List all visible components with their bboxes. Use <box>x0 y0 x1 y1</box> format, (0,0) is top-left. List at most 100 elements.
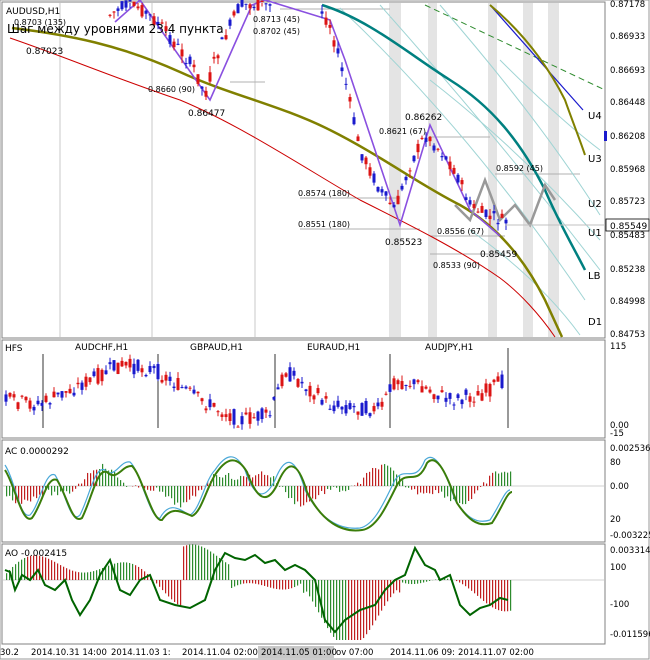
ao-bar <box>354 580 356 640</box>
ao-bar <box>276 580 278 590</box>
bid-marker <box>604 131 607 141</box>
ac-bar <box>507 472 509 486</box>
ac-bar <box>159 486 161 492</box>
candle-body <box>260 0 264 3</box>
ac-bar <box>459 486 461 504</box>
ac-bar <box>153 486 155 491</box>
candle-body <box>328 24 332 28</box>
annotation-label: 0.8702 (45) <box>253 27 300 36</box>
ao-bar <box>468 580 470 589</box>
ao-bar <box>15 564 17 580</box>
candle-body <box>312 395 316 400</box>
svg-text:-100: -100 <box>610 600 629 610</box>
candle-body <box>208 72 212 82</box>
candle-body <box>328 408 332 410</box>
ao-bar <box>87 572 89 580</box>
ac-bar <box>111 469 113 486</box>
candle-body <box>156 364 160 380</box>
ac-bar <box>189 486 191 500</box>
ao-bar <box>36 555 38 580</box>
ac-bar <box>435 486 437 491</box>
candle-body <box>504 219 508 224</box>
candle-body <box>236 426 240 428</box>
ao-bar <box>204 547 206 580</box>
ac-bar <box>336 486 338 488</box>
candle-body <box>112 11 116 13</box>
ao-bar <box>21 559 23 580</box>
ac-histogram <box>6 463 512 508</box>
ao-bar <box>351 580 353 640</box>
ao-bar <box>462 580 464 585</box>
candle-body <box>8 392 12 397</box>
channel-fan <box>339 4 601 336</box>
ac-bar <box>372 467 374 486</box>
ao-bar <box>240 580 242 585</box>
ac-bar <box>300 486 302 507</box>
ac-bar <box>255 475 257 486</box>
ao-bar <box>492 580 494 608</box>
ao-bar <box>225 562 227 580</box>
candle-body <box>256 0 260 11</box>
hfs-panel[interactable]: HFS AUDCHF,H1 GBPAUD,H1 EURAUD,H1 AUDJPY… <box>1 339 629 439</box>
ac-bar <box>168 486 170 497</box>
ac-bar <box>438 486 440 494</box>
annotation-label: 0.8551 (180) <box>298 220 350 229</box>
ac-bar <box>147 486 149 490</box>
ac-bar <box>33 486 35 497</box>
candle-body <box>228 413 232 421</box>
hfs-axis: 115 0.00 -15 <box>610 342 629 439</box>
ac-bar <box>171 486 173 499</box>
candle-body <box>144 10 148 14</box>
candle-body <box>212 402 216 407</box>
candle-body <box>164 26 168 32</box>
candle-body <box>464 389 468 395</box>
ac-bar <box>480 486 482 487</box>
ao-bar <box>105 566 107 580</box>
ao-bar <box>186 545 188 580</box>
ao-bar <box>54 561 56 580</box>
candle-body <box>296 378 300 387</box>
ac-bar <box>36 486 38 499</box>
price-axis[interactable]: 0.87178 0.86933 0.86693 0.86448 0.86208 … <box>610 0 645 340</box>
candle-body <box>404 384 408 386</box>
ac-bar <box>345 486 347 492</box>
ao-bar <box>39 555 41 580</box>
candle-body <box>444 397 448 402</box>
ac-panel[interactable]: AC 0.0000292 0.002536 80 0.00 20 -0.0032… <box>1 439 650 543</box>
time-axis[interactable]: 30.2 2014.10.31 14:00 2014.11.03 1: 2014… <box>0 646 534 658</box>
ao-bar <box>342 580 344 640</box>
ao-bar <box>339 580 341 640</box>
ac-bar <box>162 486 164 492</box>
ao-panel[interactable]: AO -0.002415 0.003314 100 -100 -0.011596 <box>1 543 650 645</box>
candle-body <box>52 391 56 398</box>
candle-body <box>308 385 312 397</box>
price-tick: 0.84998 <box>610 297 645 307</box>
ao-bar <box>9 569 11 580</box>
candle-body <box>140 368 144 373</box>
ac-bar <box>363 477 365 486</box>
candle-body <box>224 35 228 40</box>
ao-bar <box>189 544 191 580</box>
ao-bar <box>279 580 281 590</box>
ac-bar <box>87 472 89 486</box>
ao-bar <box>465 580 467 587</box>
main-chart-panel[interactable]: AUDUSD,H1 Шаг между уровнями 23.4 пункта… <box>1 0 650 340</box>
ac-bar <box>261 471 263 486</box>
candle-body <box>36 400 40 405</box>
ac-bar <box>27 486 29 501</box>
candle-body <box>164 374 168 381</box>
ao-bar <box>126 562 128 580</box>
ao-bar <box>327 580 329 629</box>
candle-body <box>148 14 152 16</box>
ac-bar <box>417 486 419 495</box>
svg-text:0.003314: 0.003314 <box>610 546 650 556</box>
candle-body <box>216 411 220 413</box>
ao-bar <box>399 580 401 593</box>
ao-bar <box>345 580 347 640</box>
ac-bar <box>195 486 197 497</box>
time-tick: 2014.10.31 14:00 <box>31 648 107 658</box>
candle-body <box>344 83 348 85</box>
ao-bar <box>423 580 425 583</box>
hfs-pair-label: GBPAUD,H1 <box>190 343 243 353</box>
